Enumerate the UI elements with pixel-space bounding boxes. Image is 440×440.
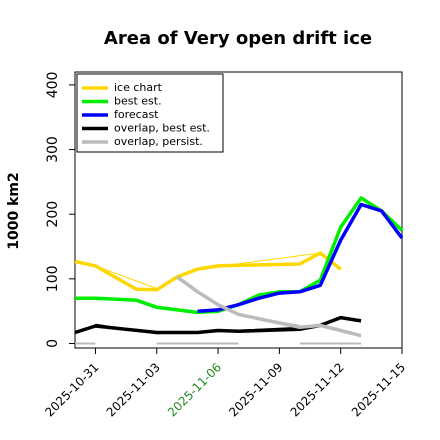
chart-title: Area of Very open drift ice [104,28,372,49]
y-tick-label: 300 [45,136,61,163]
y-tick-label: 0 [45,339,61,348]
plot-area [74,196,404,345]
y-tick-label: 100 [45,265,61,292]
legend-label: ice chart [114,81,163,94]
x-tick-label: 2025-11-06 [165,360,224,419]
series-line-best-est [75,196,404,315]
y-tick-label: 400 [45,72,61,99]
y-tick-label: 200 [45,201,61,228]
y-axis-label: 1000 km2 [6,172,22,249]
x-axis: 2025-10-31 2025-11-03 2025-11-06 2025-11-09… [42,348,408,419]
series-line-series-5 [95,323,300,335]
legend-label: best est. [114,95,162,108]
legend-label: overlap, best est. [114,122,210,135]
series-line-series-7 [238,313,300,326]
plot-frame [74,71,403,349]
series-line-ice-chart [74,251,342,292]
legend-label: forecast [114,108,159,121]
x-tick-label: 2025-11-09 [226,360,285,419]
x-tick-label: 2025-11-03 [104,360,163,419]
x-tick-label: 2025-11-12 [288,360,347,419]
x-tick-label: 2025-10-31 [42,360,101,419]
series-line-forecast [197,202,404,313]
y-axis: 0 100 200 300 400 [45,72,75,348]
series-line-overlap-persist [176,275,362,338]
legend-label: overlap, persist. [114,135,203,148]
x-tick-label: 2025-11-15 [349,360,408,419]
